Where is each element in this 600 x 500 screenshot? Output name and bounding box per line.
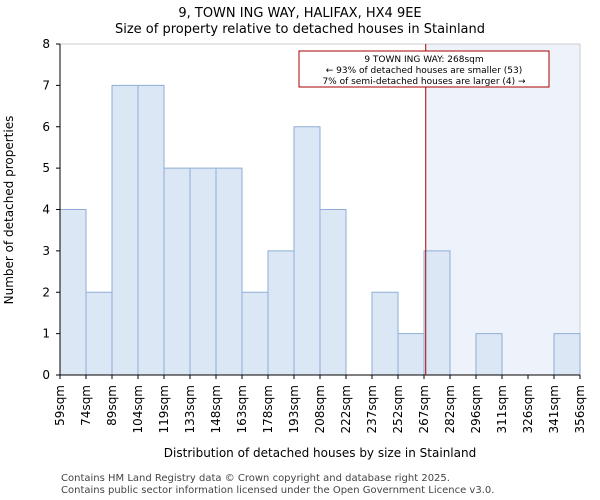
x-tick-label-222sqm: 222sqm: [339, 385, 353, 433]
footer-line-2: Contains public sector information licen…: [61, 485, 495, 496]
plot-area: 0 1 2 3 4 5 6 7 8 59sqm 74sqm 89sqm 104sqm 119sqm 133s…: [42, 37, 587, 433]
chart-title: 9, TOWN ING WAY, HALIFAX, HX4 9EE: [178, 6, 421, 21]
x-tick-label-178sqm: 178sqm: [261, 385, 275, 433]
bar-59sqm: [59, 209, 87, 376]
y-tick-label-4: 4: [42, 203, 50, 217]
bar-148sqm: [215, 167, 243, 376]
x-axis-label: Distribution of detached houses by size …: [164, 446, 476, 460]
x-tick-label-356sqm: 356sqm: [573, 385, 587, 433]
bar-119sqm: [163, 167, 191, 376]
x-tick-label-282sqm: 282sqm: [443, 385, 457, 433]
x-tick-label-341sqm: 341sqm: [547, 385, 561, 433]
x-tick-label-89sqm: 89sqm: [105, 385, 119, 426]
x-tick-label-208sqm: 208sqm: [313, 385, 327, 433]
bar-163sqm: [241, 291, 269, 376]
x-tick-label-267sqm: 267sqm: [417, 385, 431, 433]
x-tick-label-252sqm: 252sqm: [391, 385, 405, 433]
bar-341sqm: [553, 333, 581, 376]
bar-104sqm: [137, 84, 165, 376]
x-tick-label-326sqm: 326sqm: [521, 385, 535, 433]
annotation-line-1: 9 TOWN ING WAY: 268sqm: [364, 55, 483, 65]
x-tick-label-74sqm: 74sqm: [79, 385, 93, 426]
y-tick-label-2: 2: [42, 285, 50, 299]
larger-region-shading: [425, 44, 580, 375]
x-tick-label-163sqm: 163sqm: [235, 385, 249, 433]
bar-89sqm: [111, 84, 139, 376]
bar-296sqm: [475, 333, 503, 376]
annotation-box: [298, 50, 550, 88]
bar-133sqm: [189, 167, 217, 376]
y-tick-label-1: 1: [42, 327, 50, 341]
x-tick-label-104sqm: 104sqm: [131, 385, 145, 433]
x-tick-label-148sqm: 148sqm: [209, 385, 223, 433]
x-tick-label-296sqm: 296sqm: [469, 385, 483, 433]
bar-178sqm: [267, 250, 295, 376]
bar-74sqm: [85, 291, 113, 376]
y-tick-label-0: 0: [42, 368, 50, 382]
annotation-line-2: ← 93% of detached houses are smaller (53…: [326, 66, 523, 76]
x-tick-label-119sqm: 119sqm: [157, 385, 171, 433]
x-tick-label-59sqm: 59sqm: [53, 385, 67, 426]
bar-252sqm: [397, 333, 425, 376]
x-tick-label-311sqm: 311sqm: [495, 385, 509, 433]
bar-208sqm: [319, 209, 347, 376]
bar-193sqm: [293, 126, 321, 376]
y-tick-label-3: 3: [42, 244, 50, 258]
y-tick-label-5: 5: [42, 161, 50, 175]
x-tick-label-133sqm: 133sqm: [183, 385, 197, 433]
y-axis-label: Number of detached properties: [2, 116, 16, 305]
bar-237sqm: [371, 291, 399, 376]
x-tick-label-237sqm: 237sqm: [365, 385, 379, 433]
y-tick-label-7: 7: [42, 78, 50, 92]
y-tick-label-6: 6: [42, 120, 50, 134]
footer-line-1: Contains HM Land Registry data © Crown c…: [61, 473, 450, 484]
bar-267sqm: [423, 250, 451, 376]
annotation-line-3: 7% of semi-detached houses are larger (4…: [322, 77, 526, 87]
chart-subtitle: Size of property relative to detached ho…: [115, 22, 485, 37]
y-tick-label-8: 8: [42, 37, 50, 51]
x-tick-label-193sqm: 193sqm: [287, 385, 301, 433]
